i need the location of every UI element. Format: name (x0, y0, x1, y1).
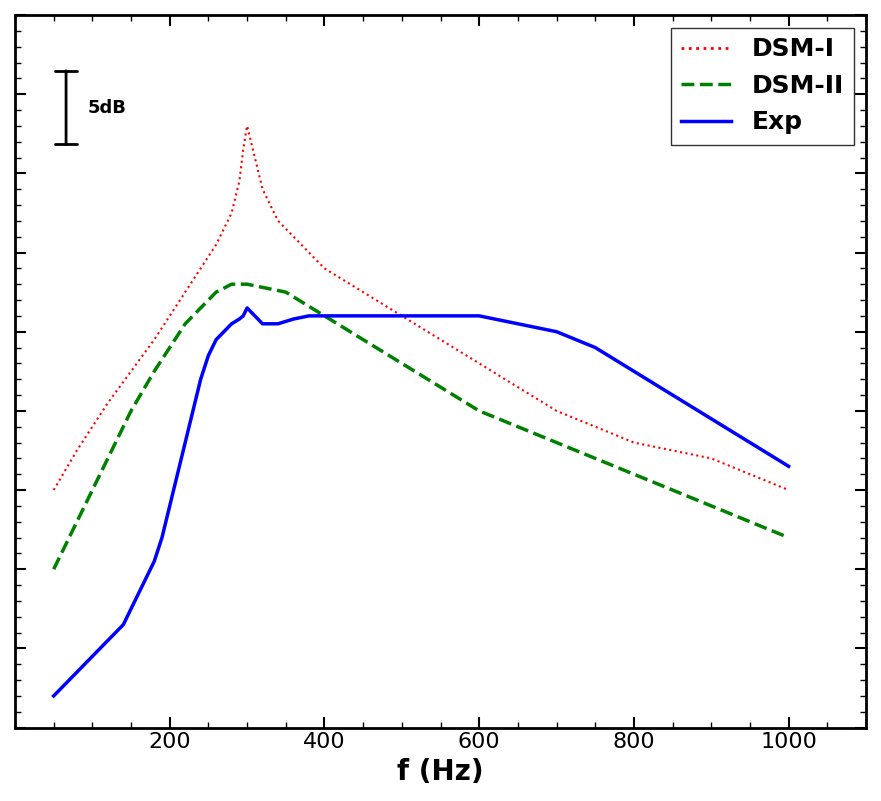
Legend: DSM-I, DSM-II, Exp: DSM-I, DSM-II, Exp (671, 27, 854, 144)
Text: 5dB: 5dB (87, 99, 126, 117)
X-axis label: f (Hz): f (Hz) (397, 758, 484, 786)
